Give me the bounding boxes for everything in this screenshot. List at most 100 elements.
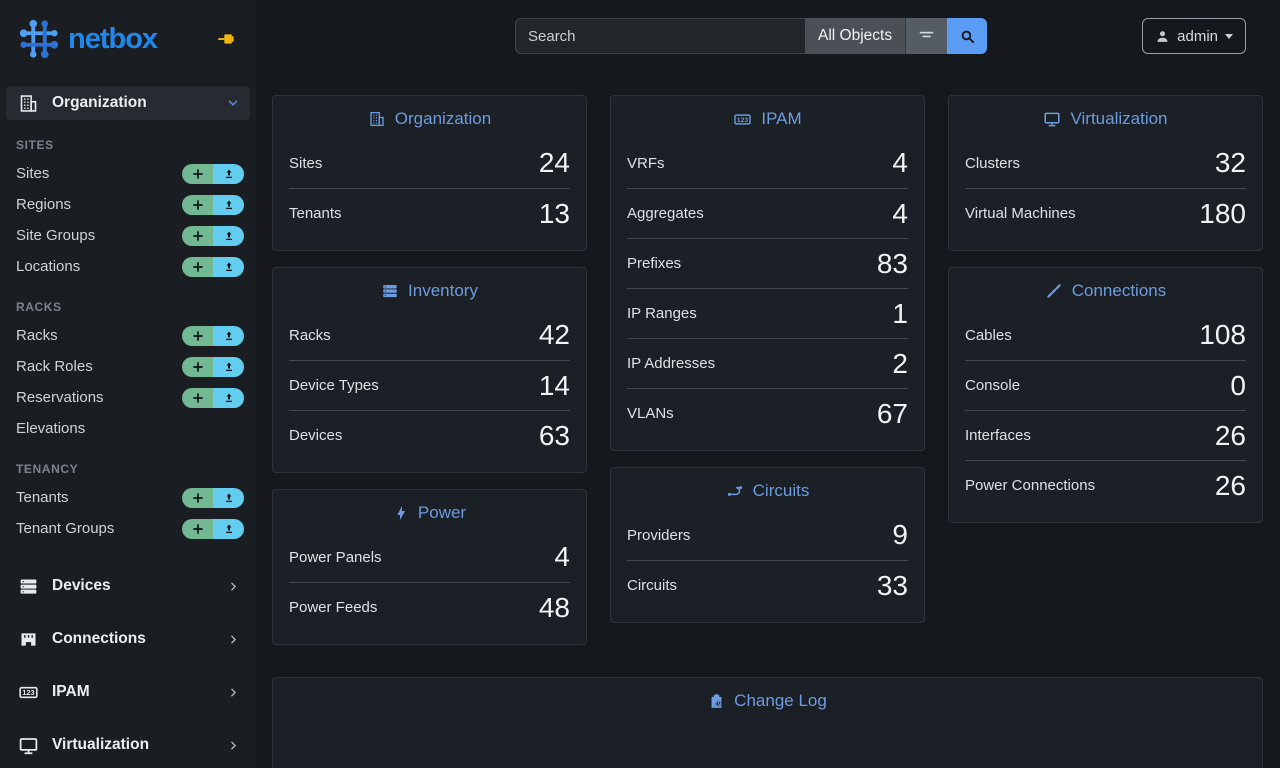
- stat-value: 0: [1230, 369, 1246, 401]
- import-button[interactable]: [213, 518, 244, 539]
- card-title: Circuits: [752, 481, 810, 500]
- sidebar-group-organization[interactable]: Organization: [6, 86, 250, 120]
- import-button[interactable]: [213, 325, 244, 346]
- stat-row[interactable]: Prefixes 83: [627, 238, 908, 288]
- card-changelog: Change Log: [272, 677, 1263, 768]
- card-organization-header[interactable]: Organization: [273, 96, 586, 138]
- sidebar-item-elevations[interactable]: Elevations: [0, 413, 256, 444]
- sidebar-group-devices[interactable]: Devices: [6, 568, 250, 604]
- card-title: Connections: [1071, 281, 1167, 300]
- stat-row[interactable]: Interfaces 26: [965, 410, 1246, 460]
- brand-wordmark[interactable]: netbox: [68, 22, 158, 55]
- sidebar-item-locations[interactable]: Locations: [0, 251, 256, 282]
- stat-row[interactable]: VLANs 67: [627, 388, 908, 438]
- stat-row[interactable]: Racks 42: [289, 310, 570, 360]
- stat-row[interactable]: IP Ranges 1: [627, 288, 908, 338]
- stat-value: 9: [892, 519, 908, 550]
- stat-row[interactable]: Sites 24: [289, 138, 570, 188]
- import-button[interactable]: [213, 256, 244, 277]
- search-input[interactable]: [515, 18, 805, 54]
- import-button[interactable]: [213, 356, 244, 377]
- card-power-header[interactable]: Power: [273, 490, 586, 532]
- sidebar-item-rack-roles[interactable]: Rack Roles: [0, 351, 256, 382]
- import-button[interactable]: [213, 225, 244, 246]
- caret-down-icon: [1225, 33, 1233, 39]
- stat-value: 24: [538, 147, 570, 178]
- card-changelog-header[interactable]: Change Log: [273, 678, 1262, 720]
- add-button[interactable]: [182, 387, 213, 408]
- sidebar-group-connections[interactable]: Connections: [6, 621, 250, 657]
- topbar: All Objects admin: [256, 0, 1280, 72]
- stat-row[interactable]: Device Types 14: [289, 360, 570, 410]
- stat-row[interactable]: Power Panels 4: [289, 532, 570, 582]
- stat-row[interactable]: Devices 63: [289, 410, 570, 460]
- dashboard: Organization Sites 24 Tenants 13: [256, 72, 1280, 661]
- monitor-icon: [1043, 110, 1061, 128]
- pin-icon: [216, 29, 236, 49]
- stat-label: Device Types: [289, 377, 379, 394]
- stat-label: VRFs: [627, 154, 665, 172]
- sidebar-item-racks[interactable]: Racks: [0, 320, 256, 351]
- brand: netbox: [0, 0, 256, 78]
- stat-row[interactable]: Console 0: [965, 360, 1246, 410]
- sidebar-group-label: IPAM: [52, 683, 90, 700]
- add-button[interactable]: [182, 356, 213, 377]
- sidebar-item-regions[interactable]: Regions: [0, 189, 256, 220]
- add-button[interactable]: [182, 256, 213, 277]
- add-button[interactable]: [182, 194, 213, 215]
- sidebar-item-label: Locations: [16, 258, 81, 275]
- stat-label: IP Ranges: [627, 305, 697, 322]
- add-button[interactable]: [182, 518, 213, 539]
- card-circuits-header[interactable]: Circuits: [611, 468, 924, 510]
- sidebar-group-ipam[interactable]: 123 IPAM: [6, 674, 250, 710]
- add-button[interactable]: [182, 225, 213, 246]
- add-button[interactable]: [182, 487, 213, 508]
- pin-sidebar-button[interactable]: [212, 25, 240, 53]
- sidebar-item-tenants[interactable]: Tenants: [0, 482, 256, 513]
- sidebar-item-sites[interactable]: Sites: [0, 158, 256, 189]
- import-button[interactable]: [213, 194, 244, 215]
- card-virtualization-header[interactable]: Virtualization: [949, 96, 1262, 138]
- search-submit-button[interactable]: [947, 18, 988, 54]
- stat-row[interactable]: IP Addresses 2: [627, 338, 908, 388]
- sidebar-item-reservations[interactable]: Reservations: [0, 382, 256, 413]
- section-label-tenancy: TENANCY: [16, 462, 79, 476]
- import-button[interactable]: [213, 487, 244, 508]
- stat-value: 180: [1199, 197, 1246, 229]
- server-icon: [16, 576, 40, 597]
- stat-row[interactable]: Aggregates 4: [627, 188, 908, 238]
- stat-row[interactable]: Providers 9: [627, 510, 908, 560]
- stat-row[interactable]: Cables 108: [965, 310, 1246, 360]
- import-button[interactable]: [213, 387, 244, 408]
- sidebar-group-label: Organization: [52, 94, 147, 111]
- section-label-sites: SITES: [16, 138, 54, 152]
- netbox-logo-icon[interactable]: [16, 16, 62, 62]
- card-inventory-header[interactable]: Inventory: [273, 268, 586, 310]
- stat-row[interactable]: VRFs 4: [627, 138, 908, 188]
- search-icon: [959, 28, 976, 45]
- stat-row[interactable]: Power Connections 26: [965, 460, 1246, 510]
- stat-row[interactable]: Virtual Machines 180: [965, 188, 1246, 238]
- stat-label: Racks: [289, 326, 331, 344]
- stat-label: Power Feeds: [289, 599, 378, 616]
- stat-label: Providers: [627, 526, 691, 544]
- search-scope-button[interactable]: All Objects: [805, 18, 906, 54]
- import-button[interactable]: [213, 163, 244, 184]
- card-ipam-header[interactable]: 123 IPAM: [611, 96, 924, 138]
- stat-row[interactable]: Tenants 13: [289, 188, 570, 238]
- stat-row[interactable]: Power Feeds 48: [289, 582, 570, 632]
- sidebar-item-tenant-groups[interactable]: Tenant Groups: [0, 513, 256, 544]
- add-button[interactable]: [182, 325, 213, 346]
- sidebar-group-virtualization[interactable]: Virtualization: [6, 727, 250, 763]
- user-menu-button[interactable]: admin: [1142, 18, 1246, 54]
- stat-label: Devices: [289, 427, 343, 444]
- add-button[interactable]: [182, 163, 213, 184]
- server-icon: [381, 282, 399, 300]
- search-group: All Objects: [515, 18, 988, 54]
- stat-label: Sites: [289, 154, 323, 172]
- sidebar-item-site-groups[interactable]: Site Groups: [0, 220, 256, 251]
- stat-row[interactable]: Circuits 33: [627, 560, 908, 610]
- card-connections-header[interactable]: Connections: [949, 268, 1262, 310]
- filter-button[interactable]: [905, 18, 948, 54]
- stat-row[interactable]: Clusters 32: [965, 138, 1246, 188]
